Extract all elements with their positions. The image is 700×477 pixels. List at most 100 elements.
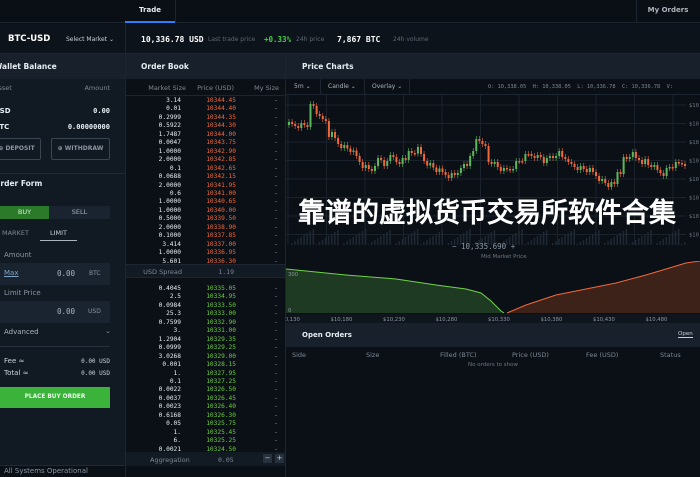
chart-type-dropdown[interactable]: Candle ⌄ [328,83,356,90]
price: 10340.00 [206,206,236,214]
candle-body [656,165,659,170]
bid-row[interactable]: 1. 10325.45 - [126,429,286,437]
ask-row[interactable]: 1.0000 10340.65 - [126,198,286,206]
bid-row[interactable]: 0.0021 10324.50 - [126,446,286,454]
ask-row[interactable]: 1.0000 10342.90 - [126,148,286,156]
market-size: 2.0000 [158,223,181,231]
ask-row[interactable]: 0.1 10342.65 - [126,165,286,173]
x-tick-label: $10,430 [593,317,616,323]
bid-row[interactable]: 1.2904 10329.35 - [126,336,286,344]
price: 10337.00 [206,240,236,248]
bid-row[interactable]: 0.0999 10329.25 - [126,344,286,352]
x-tick-label: $10,330 [488,317,511,323]
divider [364,79,365,95]
volume-bar [416,229,419,245]
candlestick-chart[interactable]: $10, $10, $10, $10, $10, $10, $10, $10, [286,95,700,245]
depth-chart[interactable]: $10,130 $10,180 $10,230 $10,280 $10,330 $10,3… [286,261,700,323]
bid-row[interactable]: 0.7599 10332.90 - [126,319,286,327]
bid-row[interactable]: 0.0023 10326.40 - [126,403,286,411]
max-link[interactable]: Max [4,269,19,277]
overlay-dropdown[interactable]: Overlay ⌄ [372,83,403,90]
market-size: 0.5000 [158,215,181,223]
ask-row[interactable]: 3.14 10344.45 - [126,97,286,105]
limit-price-input[interactable]: 0.00 USD [0,301,110,323]
ask-row[interactable]: 0.5000 10339.50 - [126,215,286,223]
bid-row[interactable]: 0.0037 10326.45 - [126,395,286,403]
amount-input[interactable]: Max 0.00 BTC [0,263,110,285]
advanced-toggle[interactable]: Advanced [4,328,39,336]
withdraw-button[interactable]: ⊕ WITHDRAW [51,138,110,160]
buy-tab[interactable]: BUY [0,206,49,219]
my-size: - [274,428,278,436]
ask-row[interactable]: 0.2999 10344.35 - [126,114,286,122]
ask-row[interactable]: 0.1000 10337.85 - [126,232,286,240]
top-nav: Trade My Orders [0,0,700,23]
increase-aggregation-button[interactable]: + [275,454,284,463]
volume: 7,867 BTC [337,35,381,44]
bid-row[interactable]: 0.0022 10326.50 - [126,386,286,394]
bid-row[interactable]: 3.0268 10329.00 - [126,353,286,361]
deposit-button[interactable]: ⊕ DEPOSIT [0,138,41,160]
ask-row[interactable]: 1.0000 10336.95 - [126,249,286,257]
candle-body [478,139,481,141]
ask-row[interactable]: 5.601 10336.30 - [126,258,286,266]
market-size: 0.6168 [158,411,181,419]
market-size: 0.0021 [158,445,181,453]
chevron-down-icon[interactable]: ⌄ [105,327,111,335]
volume-bar [509,237,511,245]
my-size: - [274,181,278,189]
ask-row[interactable]: 1.0000 10340.00 - [126,207,286,215]
tab-my-orders[interactable]: My Orders [647,6,689,14]
market-size: 2.0000 [158,156,181,164]
ohlc-readout: O: 10,338.05 H: 10,338.05 L: 10,336.78 C… [488,84,673,90]
volume-bar [499,243,502,245]
my-size: - [274,403,278,411]
select-market-dropdown[interactable]: Select Market ⌄ [66,36,114,43]
price: 10337.85 [206,232,236,240]
volume-bar [616,235,618,245]
volume-bar [435,234,437,245]
bid-row[interactable]: 2.5 10334.95 - [126,293,286,301]
ask-row[interactable]: 2.0000 10342.85 - [126,156,286,164]
volume-bar [631,242,634,245]
ask-row[interactable]: 0.01 10344.40 - [126,105,286,113]
ask-row[interactable]: 1.7487 10344.00 - [126,131,286,139]
bid-row[interactable]: 0.001 10328.15 - [126,361,286,369]
bid-row[interactable]: 0.05 10325.75 - [126,420,286,428]
ask-row[interactable]: 0.0047 10343.75 - [126,139,286,147]
my-size: - [274,293,278,301]
total-value: 0.00 USD [81,370,110,377]
bid-row[interactable]: 0.1 10327.25 - [126,378,286,386]
limit-tab[interactable]: LIMIT [40,229,77,241]
market-tab[interactable]: MARKET [2,229,29,237]
sell-tab[interactable]: SELL [49,206,110,219]
tab-trade[interactable]: Trade [125,0,175,23]
bid-row[interactable]: 6. 10325.25 - [126,437,286,445]
bid-row[interactable]: 1. 10327.95 - [126,370,286,378]
x-tick-label: $10,230 [383,317,406,323]
decrease-aggregation-button[interactable]: − [263,454,272,463]
ask-row[interactable]: 0.5922 10344.30 - [126,122,286,130]
ask-row[interactable]: 2.0000 10341.95 - [126,182,286,190]
y-tick-label: 0 [288,308,292,314]
ask-row[interactable]: 0.0688 10342.15 - [126,173,286,181]
volume-bar [327,236,330,245]
candle-body [370,169,373,171]
volume-bar [420,244,422,245]
volume-bar [315,244,318,245]
interval-dropdown[interactable]: 5m ⌄ [294,83,311,90]
bid-row[interactable]: 0.0984 10333.50 - [126,302,286,310]
ask-row[interactable]: 3.414 10337.00 - [126,241,286,249]
ask-row[interactable]: 2.0000 10338.90 - [126,224,286,232]
market-size: 0.1 [169,377,181,385]
my-size: - [274,445,278,453]
candle-body [555,156,558,158]
ask-row[interactable]: 0.6 10341.00 - [126,190,286,198]
place-buy-order-button[interactable]: PLACE BUY ORDER [0,387,110,408]
bid-row[interactable]: 0.4045 10335.05 - [126,285,286,293]
tab-open-orders[interactable]: Open [678,331,693,338]
bid-row[interactable]: 25.3 10333.00 - [126,310,286,318]
bid-row[interactable]: 3. 10331.00 - [126,327,286,335]
bid-row[interactable]: 0.6168 10326.30 - [126,412,286,420]
last-price: 10,336.78 USD [141,35,204,44]
